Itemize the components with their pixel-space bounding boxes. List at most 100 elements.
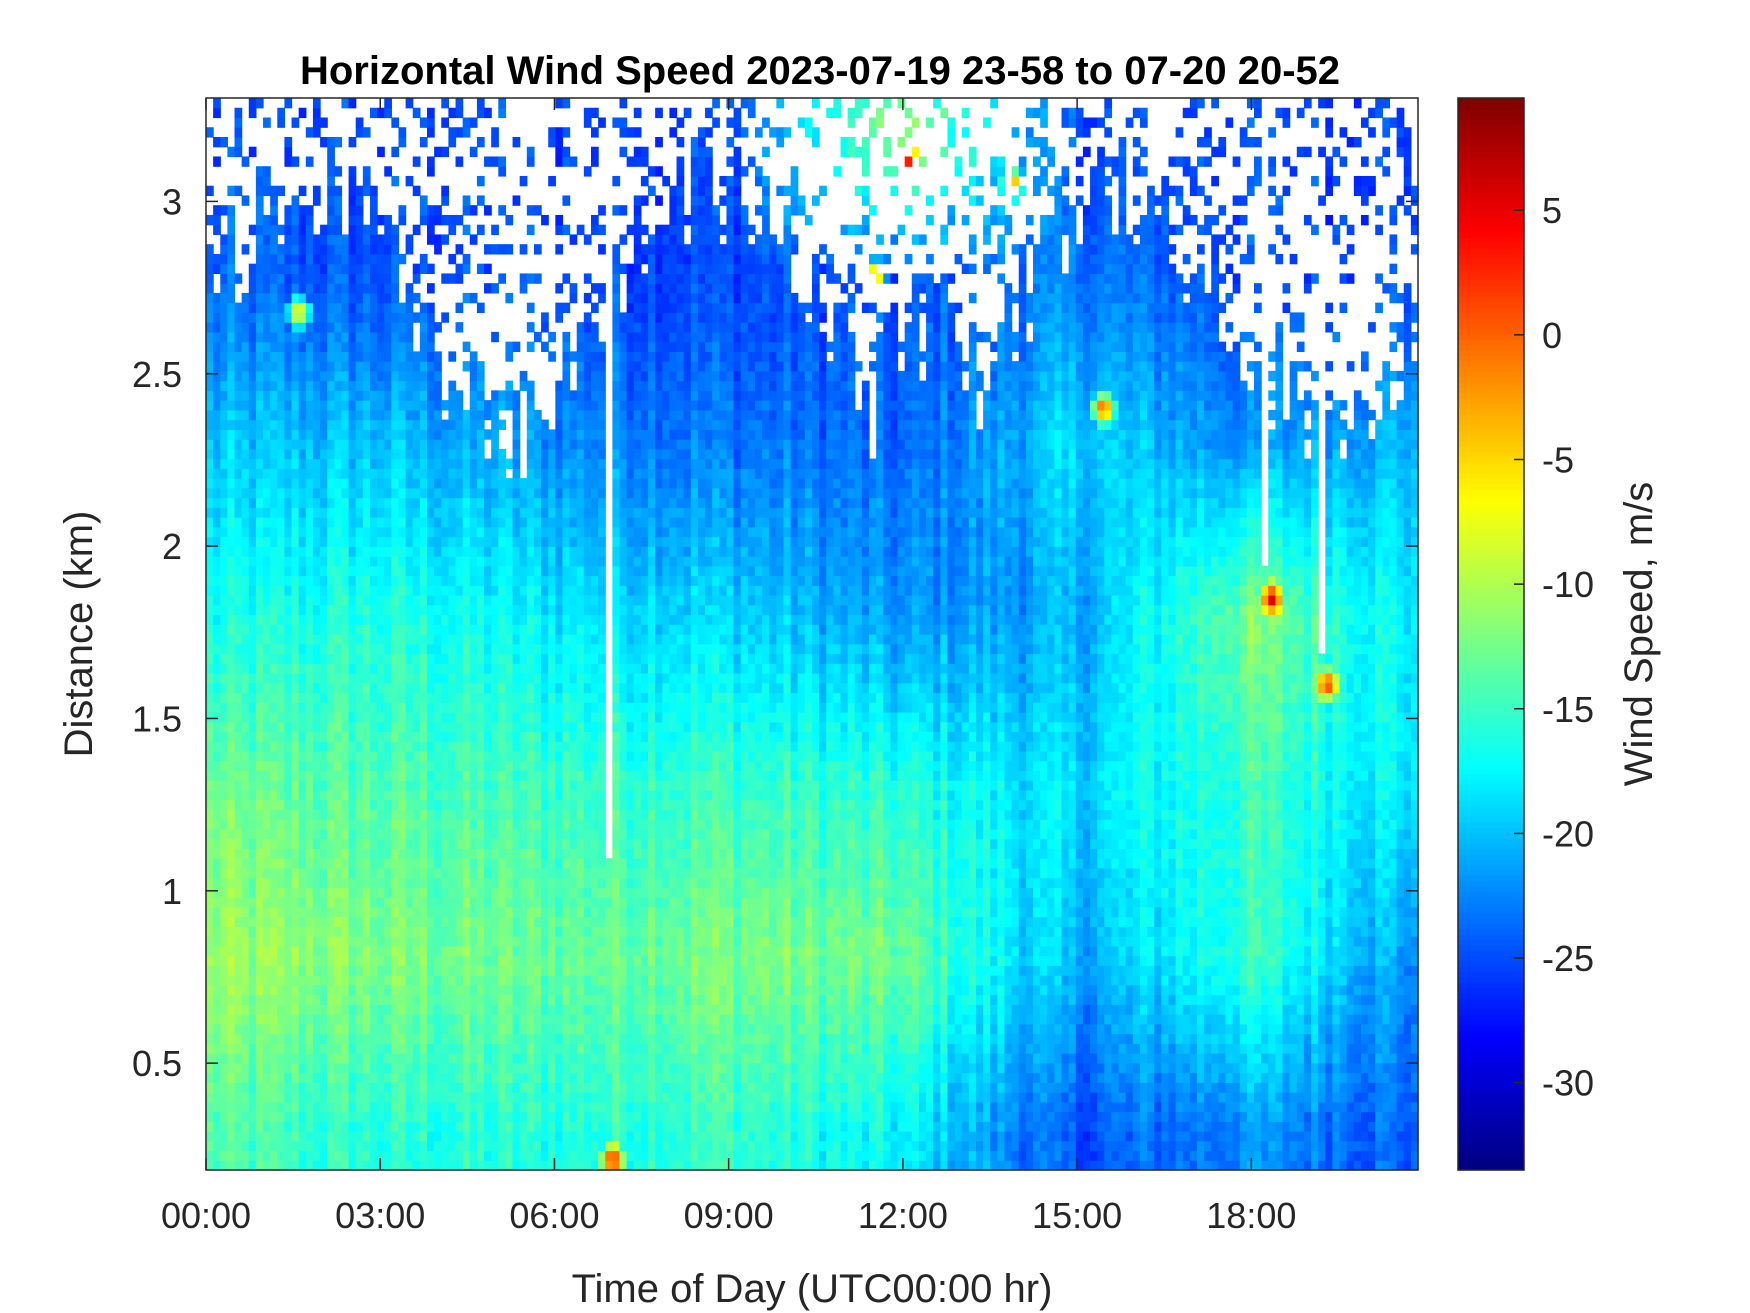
heatmap-cell <box>206 1062 214 1074</box>
heatmap-cell <box>327 400 335 411</box>
heatmap-cell <box>248 409 257 421</box>
heatmap-cell <box>512 195 521 206</box>
heatmap-cell <box>298 975 307 986</box>
heatmap-cell <box>405 1160 414 1171</box>
heatmap-cell <box>476 1160 485 1171</box>
heatmap-cell <box>362 1043 371 1054</box>
heatmap-cell <box>555 984 564 996</box>
heatmap-cell <box>320 926 328 937</box>
heatmap-cell <box>569 448 578 460</box>
heatmap-cell <box>491 127 499 138</box>
heatmap-cell <box>220 877 228 888</box>
heatmap-cell <box>498 517 507 528</box>
heatmap-cell <box>213 107 221 119</box>
heatmap-cell <box>491 331 499 343</box>
heatmap-cell <box>569 760 578 772</box>
heatmap-cell <box>312 672 321 684</box>
heatmap-cell <box>519 1043 528 1054</box>
heatmap-cell <box>484 244 492 255</box>
heatmap-cell <box>348 731 357 742</box>
heatmap-cell <box>448 975 457 986</box>
heatmap-cell <box>469 390 478 401</box>
heatmap-cell <box>541 897 549 908</box>
heatmap-cell <box>548 887 556 898</box>
heatmap-cell <box>369 507 378 518</box>
heatmap-cell <box>312 663 321 674</box>
heatmap-cell <box>498 273 507 284</box>
heatmap-cell <box>320 517 328 528</box>
heatmap-cell <box>462 409 471 421</box>
heatmap-cell <box>448 1053 457 1064</box>
heatmap-cell <box>405 809 414 820</box>
heatmap-cell <box>469 653 478 664</box>
heatmap-cell <box>555 575 564 586</box>
heatmap-cell <box>305 1004 314 1015</box>
heatmap-cell <box>284 546 293 557</box>
heatmap-cell <box>348 663 357 674</box>
heatmap-cell <box>455 858 464 869</box>
heatmap-cell <box>220 965 228 976</box>
heatmap-cell <box>248 955 257 966</box>
heatmap-cell <box>334 205 343 216</box>
heatmap-cell <box>427 302 435 313</box>
heatmap-cell <box>362 780 371 791</box>
heatmap-cell <box>298 1053 307 1064</box>
heatmap-cell <box>455 1140 464 1152</box>
heatmap-cell <box>362 478 371 489</box>
heatmap-cell <box>384 244 392 255</box>
heatmap-cell <box>419 400 428 411</box>
heatmap-cell <box>519 517 528 528</box>
heatmap-cell <box>255 409 264 421</box>
heatmap-cell <box>427 624 435 635</box>
heatmap-cell <box>334 166 343 177</box>
heatmap-cell <box>412 468 421 479</box>
heatmap-cell <box>469 848 478 859</box>
heatmap-cell <box>526 468 535 479</box>
heatmap-cell <box>512 595 521 606</box>
heatmap-cell <box>312 341 321 352</box>
heatmap-cell <box>476 750 485 762</box>
heatmap-cell <box>427 809 435 820</box>
heatmap-cell <box>377 341 385 352</box>
heatmap-cell <box>476 721 485 733</box>
heatmap-cell <box>255 253 264 265</box>
heatmap-cell <box>441 672 449 684</box>
heatmap-cell <box>277 224 286 236</box>
heatmap-cell <box>312 526 321 538</box>
heatmap-cell <box>448 614 457 625</box>
heatmap-cell <box>270 1033 278 1044</box>
heatmap-cell <box>398 468 407 479</box>
heatmap-cell <box>384 595 392 606</box>
heatmap-cell <box>441 828 449 840</box>
heatmap-cell <box>576 1160 585 1171</box>
heatmap-cell <box>220 517 228 528</box>
heatmap-cell <box>263 283 271 294</box>
heatmap-cell <box>263 789 271 801</box>
heatmap-cell <box>427 1014 435 1025</box>
heatmap-cell <box>362 926 371 937</box>
heatmap-cell <box>484 780 492 791</box>
heatmap-cell <box>455 672 464 684</box>
heatmap-cell <box>220 1140 228 1152</box>
heatmap-cell <box>298 721 307 733</box>
heatmap-cell <box>476 780 485 791</box>
heatmap-cell <box>355 302 364 313</box>
heatmap-cell <box>241 819 250 830</box>
heatmap-cell <box>476 828 485 840</box>
heatmap-cell <box>277 273 286 284</box>
heatmap-cell <box>448 926 457 937</box>
heatmap-cell <box>220 702 228 713</box>
heatmap-cell <box>320 536 328 547</box>
heatmap-cell <box>555 1053 564 1064</box>
heatmap-cell <box>548 1150 556 1161</box>
heatmap-cell <box>505 507 514 518</box>
heatmap-cell <box>263 507 271 518</box>
heatmap-cell <box>398 770 407 781</box>
heatmap-cell <box>355 497 364 508</box>
heatmap-cell <box>398 975 407 986</box>
heatmap-cell <box>398 819 407 830</box>
heatmap-cell <box>462 604 471 616</box>
heatmap-cell <box>427 400 435 411</box>
heatmap-cell <box>355 322 364 333</box>
heatmap-cell <box>398 906 407 918</box>
